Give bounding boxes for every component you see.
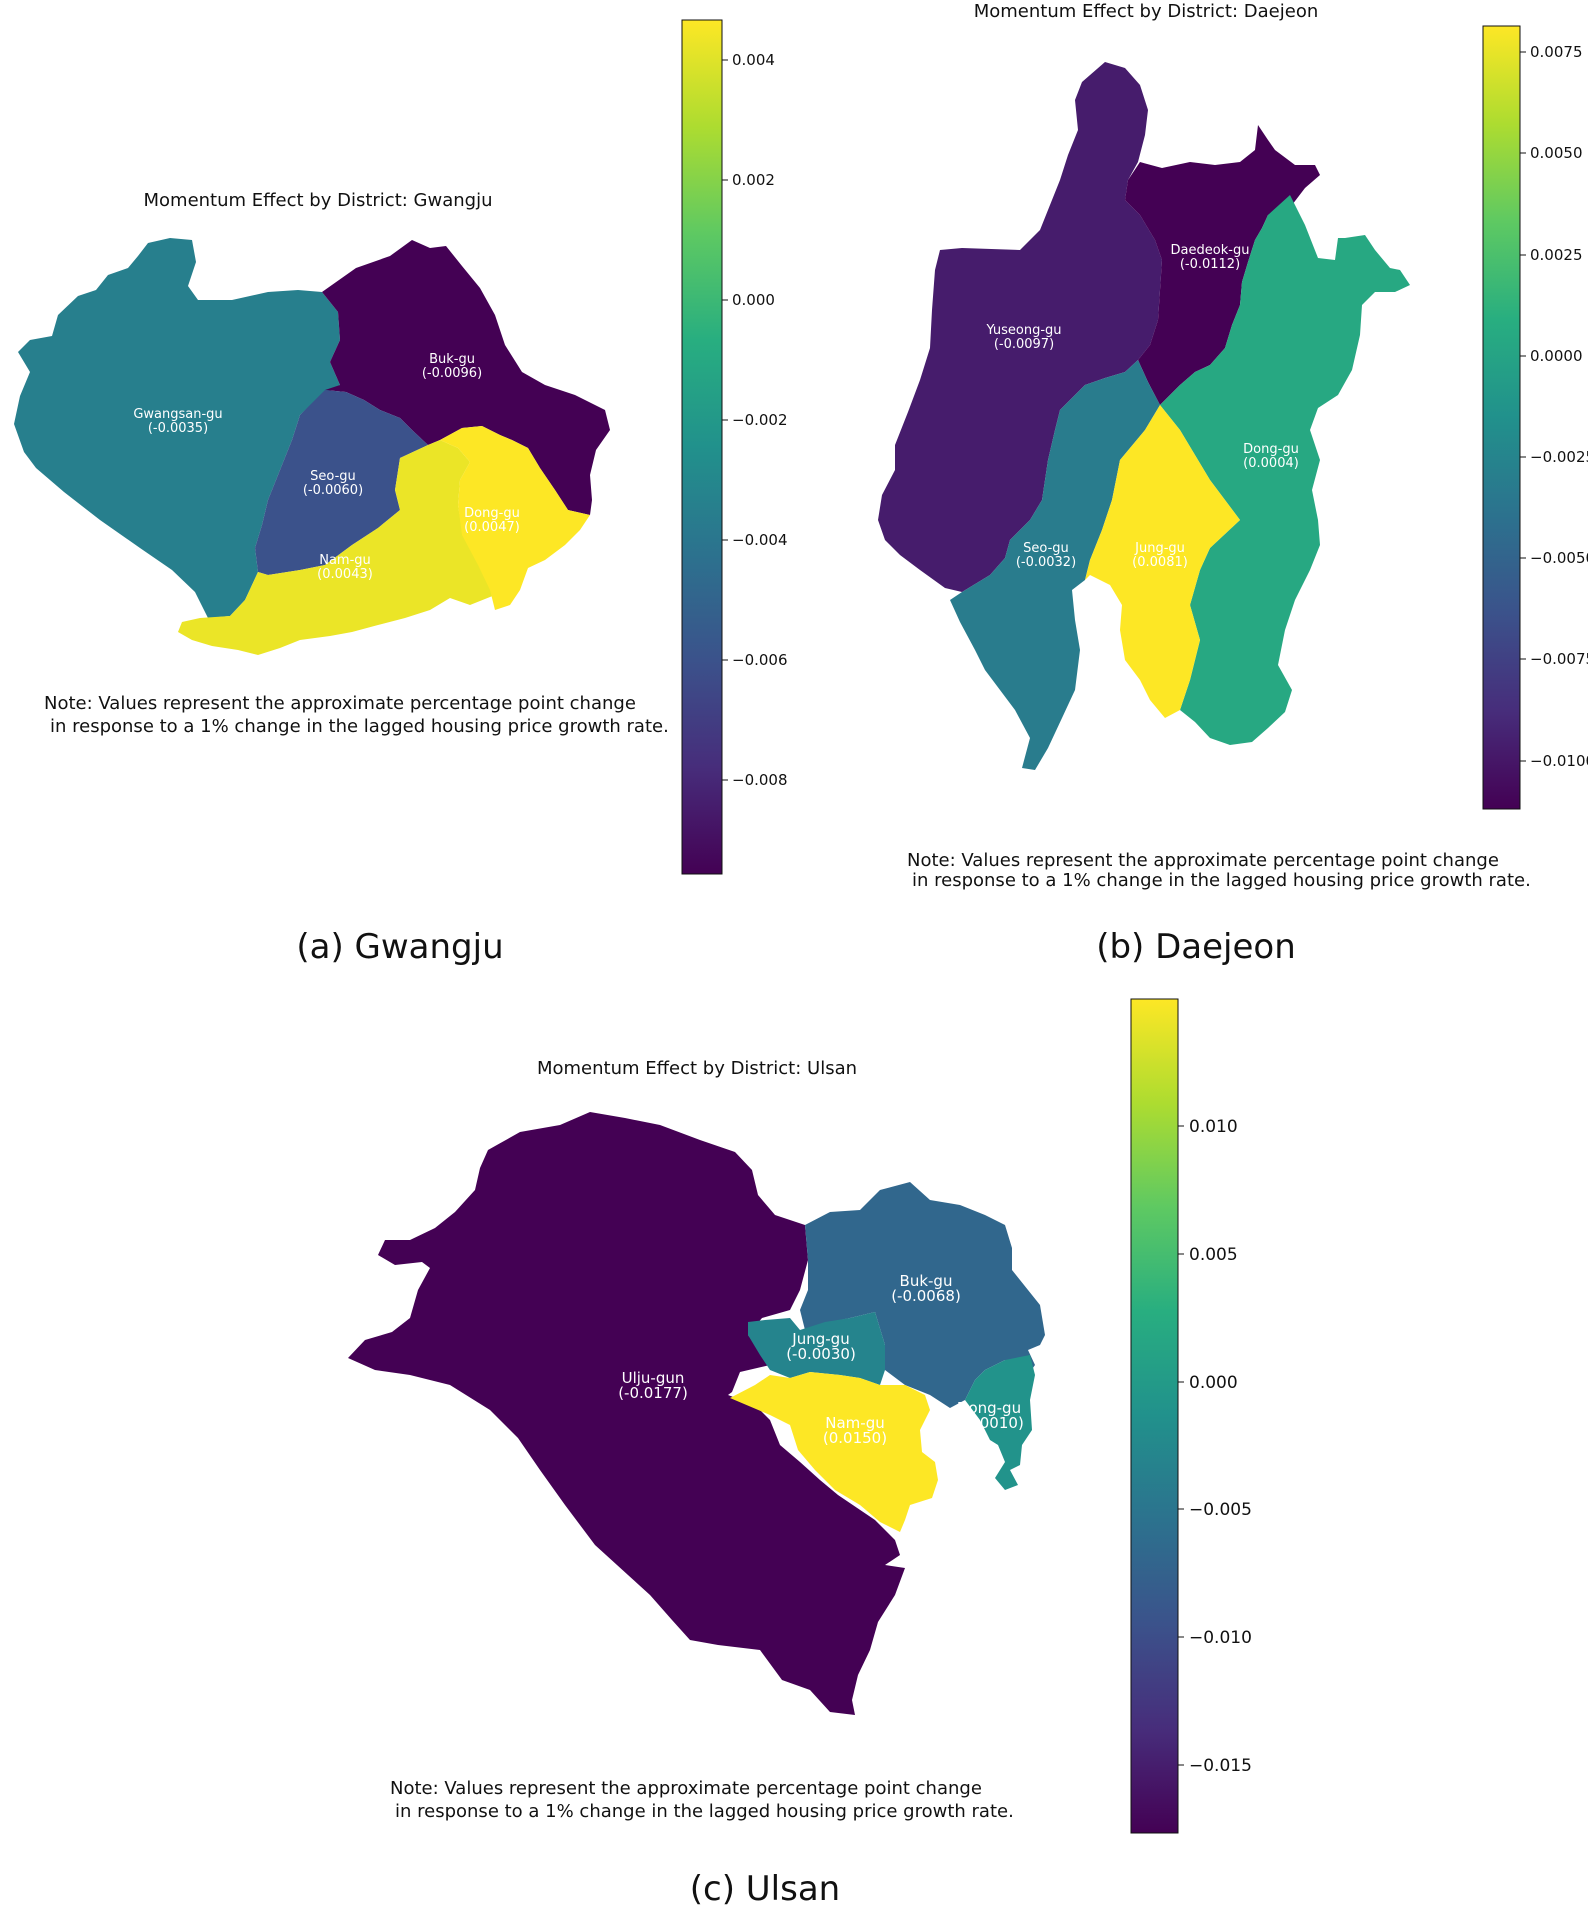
daejeon-label-yuseong-value: (-0.0097): [994, 337, 1054, 352]
daejeon-colorbar-tick: 0.0025: [1530, 246, 1583, 264]
ulsan-caption: (c) Ulsan: [690, 1869, 840, 1909]
gwangju-colorbar-tick: −0.006: [732, 651, 788, 669]
gwangju-label-gwangsan-value: (-0.0035): [148, 421, 208, 436]
gwangju-label-seo-name: Seo-gu: [310, 469, 356, 484]
ulsan-district-buk: [800, 1182, 1045, 1408]
ulsan-label-nam-value: (0.0150): [823, 1429, 887, 1447]
ulsan-district-dong: [965, 1355, 1035, 1490]
daejeon-colorbar: 0.0075 0.0050 0.0025 0.0000 −0.0025 −0.0…: [1482, 25, 1588, 810]
daejeon-label-daedeok-name: Daedeok-gu: [1171, 243, 1250, 258]
gwangju-district-nam: [178, 440, 495, 655]
ulsan-colorbar-ticks: 0.010 0.005 0.000 −0.005 −0.010 −0.015: [1178, 1117, 1252, 1776]
daejeon-note-line1: Note: Values represent the approximate p…: [907, 850, 1499, 871]
gwangju-district-gwangsan: [14, 238, 340, 618]
daejeon-colorbar-scale: [1482, 25, 1521, 810]
daejeon-district-seo: [950, 360, 1160, 770]
ulsan-title: Momentum Effect by District: Ulsan: [537, 1058, 857, 1079]
ulsan-label-buk-value: (-0.0068): [891, 1287, 961, 1305]
ulsan-label-dong-value: (-0.0010): [954, 1414, 1024, 1432]
gwangju-panel: Momentum Effect by District: Gwangju Gwa…: [14, 19, 788, 967]
ulsan-colorbar-tick: 0.005: [1189, 1245, 1238, 1265]
daejeon-district-yuseong: [878, 62, 1162, 592]
gwangju-colorbar-tick: −0.004: [732, 531, 788, 549]
daejeon-district-dong: [1160, 195, 1410, 745]
ulsan-label-buk-name: Buk-gu: [900, 1272, 953, 1290]
daejeon-district-labels: Yuseong-gu (-0.0097) Daedeok-gu (-0.0112…: [985, 243, 1298, 570]
ulsan-district-nam: [730, 1372, 938, 1532]
gwangju-title: Momentum Effect by District: Gwangju: [144, 190, 493, 211]
gwangju-colorbar-tick: 0.004: [732, 51, 775, 69]
ulsan-label-ulju-value: (-0.0177): [618, 1384, 688, 1402]
daejeon-label-daedeok-value: (-0.0112): [1180, 257, 1240, 272]
daejeon-colorbar-tick: −0.0075: [1530, 650, 1588, 668]
gwangju-label-dong-value: (0.0047): [464, 520, 520, 535]
ulsan-colorbar-tick: −0.005: [1189, 1500, 1252, 1520]
gwangju-colorbar: 0.004 0.002 0.000 −0.002 −0.004 −0.006 −…: [681, 19, 788, 875]
ulsan-label-dong-name: Dong-gu: [957, 1399, 1021, 1417]
ulsan-note-line2: in response to a 1% change in the lagged…: [395, 1801, 1014, 1822]
gwangju-label-nam-name: Nam-gu: [319, 553, 371, 568]
daejeon-label-yuseong-name: Yuseong-gu: [985, 323, 1061, 338]
gwangju-colorbar-ticks: 0.004 0.002 0.000 −0.002 −0.004 −0.006 −…: [722, 51, 788, 789]
gwangju-label-dong-name: Dong-gu: [464, 506, 520, 521]
gwangju-label-gwangsan-name: Gwangsan-gu: [133, 407, 222, 422]
gwangju-colorbar-tick: −0.002: [732, 411, 788, 429]
gwangju-label-nam-value: (0.0043): [317, 567, 373, 582]
gwangju-note-line1: Note: Values represent the approximate p…: [44, 693, 636, 714]
gwangju-label-seo-value: (-0.0060): [303, 483, 363, 498]
ulsan-district-jung: [748, 1312, 885, 1385]
ulsan-colorbar-tick: −0.015: [1189, 1756, 1252, 1776]
ulsan-colorbar-scale: [1130, 998, 1179, 1834]
gwangju-colorbar-tick: 0.002: [732, 171, 775, 189]
daejeon-label-seo-name: Seo-gu: [1023, 541, 1069, 556]
gwangju-district-buk: [322, 240, 610, 515]
ulsan-label-jung-name: Jung-gu: [791, 1330, 849, 1348]
ulsan-colorbar-tick: −0.010: [1189, 1628, 1252, 1648]
ulsan-colorbar-tick: 0.010: [1189, 1117, 1238, 1137]
gwangju-note-line2: in response to a 1% change in the lagged…: [50, 716, 669, 737]
gwangju-district-dong: [440, 426, 590, 610]
daejeon-colorbar-tick: −0.0050: [1530, 549, 1588, 567]
ulsan-label-jung-value: (-0.0030): [786, 1345, 856, 1363]
gwangju-district-labels: Gwangsan-gu (-0.0035) Buk-gu (-0.0096) S…: [133, 352, 519, 582]
ulsan-label-nam-name: Nam-gu: [825, 1414, 884, 1432]
daejeon-label-dong-name: Dong-gu: [1243, 442, 1299, 457]
daejeon-panel: Momentum Effect by District: Daejeon Yus…: [878, 1, 1588, 967]
gwangju-label-buk-name: Buk-gu: [429, 352, 475, 367]
ulsan-label-ulju-name: Ulju-gun: [622, 1369, 685, 1387]
daejeon-colorbar-tick: 0.0075: [1530, 43, 1583, 61]
gwangju-colorbar-scale: [681, 19, 723, 875]
daejeon-caption: (b) Daejeon: [1096, 927, 1296, 967]
daejeon-label-jung-value: (0.0081): [1132, 555, 1188, 570]
ulsan-district-labels: Ulju-gun (-0.0177) Buk-gu (-0.0068) Jung…: [618, 1272, 1024, 1447]
daejeon-label-seo-value: (-0.0032): [1016, 555, 1076, 570]
daejeon-district-jung: [1085, 405, 1240, 718]
ulsan-district-ulju: [348, 1112, 905, 1715]
daejeon-note-line2: in response to a 1% change in the lagged…: [912, 870, 1531, 891]
ulsan-panel: Momentum Effect by District: Ulsan Ulju-…: [348, 998, 1252, 1909]
ulsan-note-line1: Note: Values represent the approximate p…: [390, 1778, 982, 1799]
ulsan-colorbar-tick: 0.000: [1189, 1373, 1238, 1393]
daejeon-label-jung-name: Jung-gu: [1134, 541, 1185, 556]
daejeon-label-dong-value: (0.0004): [1243, 456, 1299, 471]
daejeon-colorbar-tick: 0.0000: [1530, 347, 1583, 365]
gwangju-caption: (a) Gwangju: [296, 927, 503, 967]
daejeon-title: Momentum Effect by District: Daejeon: [974, 1, 1319, 22]
gwangju-colorbar-tick: 0.000: [732, 291, 775, 309]
gwangju-colorbar-tick: −0.008: [732, 771, 788, 789]
ulsan-colorbar: 0.010 0.005 0.000 −0.005 −0.010 −0.015: [1130, 998, 1252, 1834]
daejeon-colorbar-tick: 0.0050: [1530, 144, 1583, 162]
gwangju-district-seo: [255, 390, 428, 575]
daejeon-colorbar-ticks: 0.0075 0.0050 0.0025 0.0000 −0.0025 −0.0…: [1520, 43, 1588, 770]
daejeon-colorbar-tick: −0.0025: [1530, 448, 1588, 466]
daejeon-district-daedeok: [1125, 125, 1320, 405]
gwangju-label-buk-value: (-0.0096): [422, 366, 482, 381]
